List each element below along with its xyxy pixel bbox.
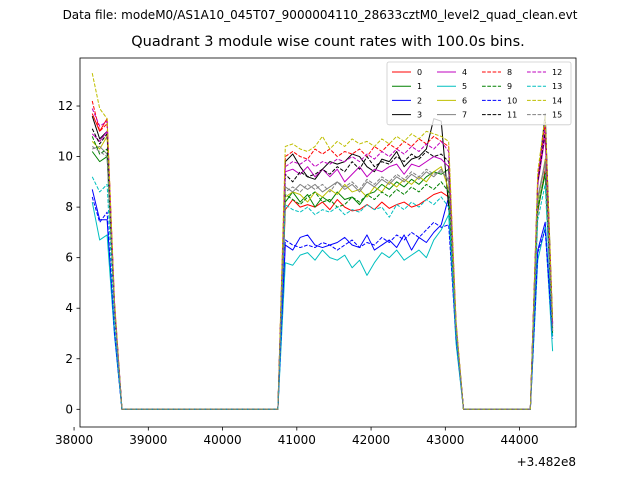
- y-tick-label: 12: [58, 99, 73, 113]
- x-tick-label: 41000: [278, 433, 316, 447]
- y-tick-label: 6: [65, 251, 73, 265]
- y-tick-label: 8: [65, 200, 73, 214]
- legend-label-0: 0: [417, 68, 422, 77]
- legend-label-2: 2: [417, 96, 422, 105]
- axes-frame: [79, 57, 577, 428]
- y-tick-label: 2: [65, 352, 73, 366]
- legend-frame: [386, 61, 572, 126]
- legend-label-9: 9: [507, 82, 512, 91]
- legend-label-6: 6: [462, 96, 467, 105]
- legend-label-15: 15: [552, 111, 562, 120]
- legend-label-14: 14: [552, 96, 562, 105]
- legend-label-3: 3: [417, 111, 422, 120]
- legend-label-8: 8: [507, 68, 512, 77]
- series-line-15: [91, 146, 554, 410]
- x-tick-label: 42000: [352, 433, 390, 447]
- suptitle: Data file: modeM0/AS1A10_045T07_90000041…: [62, 8, 578, 22]
- y-tick-label: 10: [58, 150, 73, 164]
- legend-label-7: 7: [462, 111, 467, 120]
- x-tick-label: 38000: [55, 433, 93, 447]
- series-layer: [91, 73, 554, 410]
- legend-label-13: 13: [552, 82, 562, 91]
- legend-label-5: 5: [462, 82, 467, 91]
- x-offset-label: +3.482e8: [517, 455, 576, 469]
- y-tick-label: 0: [65, 402, 73, 416]
- y-tick-label: 4: [65, 301, 73, 315]
- x-tick-label: 40000: [203, 433, 241, 447]
- chart-title: Quadrant 3 module wise count rates with …: [131, 34, 525, 50]
- legend-label-1: 1: [417, 82, 422, 91]
- x-tick-label: 44000: [500, 433, 538, 447]
- legend-label-12: 12: [552, 68, 562, 77]
- legend-label-11: 11: [507, 111, 517, 120]
- x-tick-label: 43000: [426, 433, 464, 447]
- legend-label-10: 10: [507, 96, 517, 105]
- axes-layer: 38000 39000 40000 41000 42000 43000 44000 0 2 4 6 8…: [55, 57, 577, 469]
- x-tick-label: 39000: [129, 433, 167, 447]
- legend-label-4: 4: [462, 68, 467, 77]
